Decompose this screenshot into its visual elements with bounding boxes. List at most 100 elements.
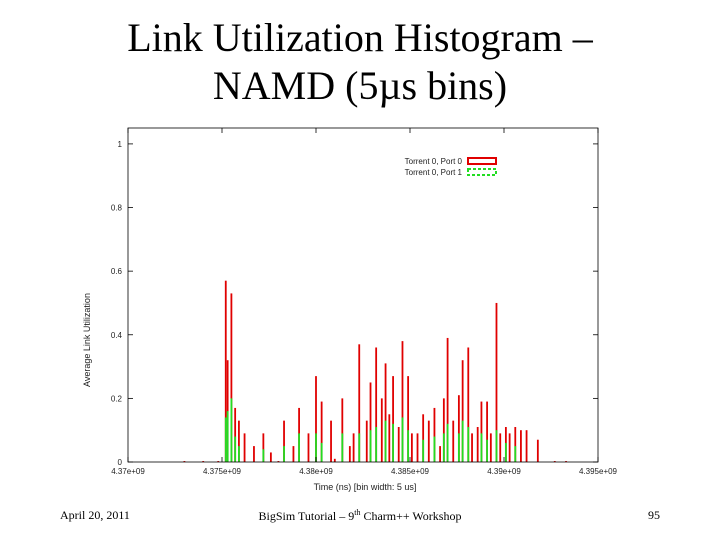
y-axis-label: Average Link Utilization xyxy=(82,293,92,387)
bar-series0-11 xyxy=(269,452,272,462)
bar-series0-38 xyxy=(427,420,430,462)
bar-series0-53 xyxy=(499,433,502,462)
bar-series0-57 xyxy=(520,430,522,462)
bar-series1-9 xyxy=(320,442,323,462)
y-tick-label-5: 1 xyxy=(118,140,123,149)
slide-title-line2: NAMD (5µs bins) xyxy=(212,63,508,108)
bar-series0-61 xyxy=(565,461,567,462)
footer-center-prefix: BigSim Tutorial – 9 xyxy=(258,509,355,523)
bar-series1-27 xyxy=(495,430,498,462)
x-tick-label-2: 4.38e+09 xyxy=(299,467,333,476)
bar-series0-60 xyxy=(553,461,556,462)
bar-series0-47 xyxy=(471,433,473,462)
bar-series0-56 xyxy=(514,427,517,462)
x-tick-label-4: 4.39e+09 xyxy=(487,467,521,476)
plot-frame xyxy=(127,127,599,463)
y-tick-label-3: 0.6 xyxy=(111,267,123,276)
bar-series1-19 xyxy=(433,436,436,462)
bar-series1-15 xyxy=(392,423,394,462)
histogram-svg: 0 0.2 0.4 0.6 0.8 1 4.37e+09 4.375e+09 4.38e+09 4… xyxy=(82,127,618,492)
bar-series1-16 xyxy=(401,417,404,462)
bar-series1-2 xyxy=(230,398,233,462)
bar-series1-21 xyxy=(446,423,449,462)
bar-series1-4 xyxy=(238,446,240,462)
bar-series0-3 xyxy=(224,280,227,462)
footer-date: April 20, 2011 xyxy=(60,508,130,522)
bar-series1-24 xyxy=(467,427,470,462)
bar-series0-31 xyxy=(392,376,394,462)
bars-layer xyxy=(183,280,567,462)
bar-series1-5 xyxy=(262,449,265,462)
bar-series1-13 xyxy=(375,427,378,462)
bar-series0-17 xyxy=(315,376,317,462)
x-tick-label-1: 4.375e+09 xyxy=(203,467,242,476)
bar-series0-22 xyxy=(348,446,351,462)
bar-series0-48 xyxy=(476,427,479,462)
bar-series0-34 xyxy=(407,376,410,462)
bar-series0-52 xyxy=(495,302,498,462)
bar-series1-11 xyxy=(358,433,361,462)
bar-series0-29 xyxy=(384,363,387,462)
bar-series0-58 xyxy=(525,430,528,462)
legend-label-series1: Torrent 0, Port 1 xyxy=(405,168,463,177)
bar-series1-10 xyxy=(341,433,344,462)
bar-series0-18 xyxy=(320,401,323,462)
bar-series0-43 xyxy=(452,420,455,462)
bar-series1-18 xyxy=(422,439,425,462)
bar-series0-16 xyxy=(307,433,310,462)
bar-series0-19 xyxy=(330,420,332,462)
bar-series0-40 xyxy=(439,446,441,462)
y-tick-label-2: 0.4 xyxy=(111,331,123,340)
bar-series0-35 xyxy=(410,433,413,462)
bar-series0-14 xyxy=(292,446,295,462)
bar-series0-1 xyxy=(202,461,205,462)
footer-center: BigSim Tutorial – 9th Charm++ Workshop xyxy=(240,508,480,524)
bar-series1-22 xyxy=(457,433,460,462)
histogram-chart: 0 0.2 0.4 0.6 0.8 1 4.37e+09 4.375e+09 4.38e+09 4… xyxy=(0,120,720,500)
slide-title-line1: Link Utilization Histogram – xyxy=(127,15,593,60)
bar-series0-30 xyxy=(388,414,391,462)
bar-series0-26 xyxy=(369,382,372,462)
bar-series1-25 xyxy=(480,433,483,462)
bar-series1-8 xyxy=(315,433,317,462)
bar-series0-46 xyxy=(467,347,470,462)
bar-series0-44 xyxy=(457,395,460,462)
legend-swatch-series0 xyxy=(467,157,497,165)
slide-title: Link Utilization Histogram – NAMD (5µs b… xyxy=(0,14,720,110)
bar-series0-6 xyxy=(234,407,237,462)
bar-series0-51 xyxy=(489,433,492,462)
y-tick-label-0: 0 xyxy=(118,458,123,467)
bar-series1-7 xyxy=(298,433,300,462)
bar-series1-0 xyxy=(224,417,227,462)
bar-series1-1 xyxy=(226,411,229,462)
bar-series0-42 xyxy=(446,337,449,462)
bar-series0-49 xyxy=(480,401,483,462)
bar-series0-7 xyxy=(238,420,240,462)
bar-series1-28 xyxy=(504,442,507,462)
y-tick-label-4: 0.8 xyxy=(111,204,123,213)
bar-series0-9 xyxy=(253,446,255,462)
bar-series0-55 xyxy=(508,433,511,462)
bar-series1-6 xyxy=(283,446,285,462)
bar-series0-27 xyxy=(375,347,378,462)
bar-series0-12 xyxy=(277,461,280,462)
footer-center-suffix: Charm++ Workshop xyxy=(360,509,462,523)
x-tick-label-0: 4.37e+09 xyxy=(111,467,145,476)
ticks-layer: 0 0.2 0.4 0.6 0.8 1 4.37e+09 4.375e+09 4.38e+09 4… xyxy=(111,128,618,476)
bar-series0-50 xyxy=(486,401,488,462)
bar-series0-8 xyxy=(243,433,246,462)
bar-series1-23 xyxy=(461,420,464,462)
bar-series0-5 xyxy=(230,293,233,462)
bar-series0-32 xyxy=(397,427,400,462)
page-number: 95 xyxy=(648,508,660,522)
bar-series0-2 xyxy=(217,461,220,462)
bar-series0-24 xyxy=(358,344,361,462)
bar-series1-29 xyxy=(514,446,517,462)
bar-series1-14 xyxy=(384,420,387,462)
x-tick-label-5: 4.395e+09 xyxy=(579,467,618,476)
bar-series0-59 xyxy=(536,439,539,462)
x-tick-label-3: 4.385e+09 xyxy=(391,467,430,476)
bar-series1-20 xyxy=(442,433,445,462)
bar-series0-20 xyxy=(333,458,336,462)
bar-series0-25 xyxy=(365,420,368,462)
